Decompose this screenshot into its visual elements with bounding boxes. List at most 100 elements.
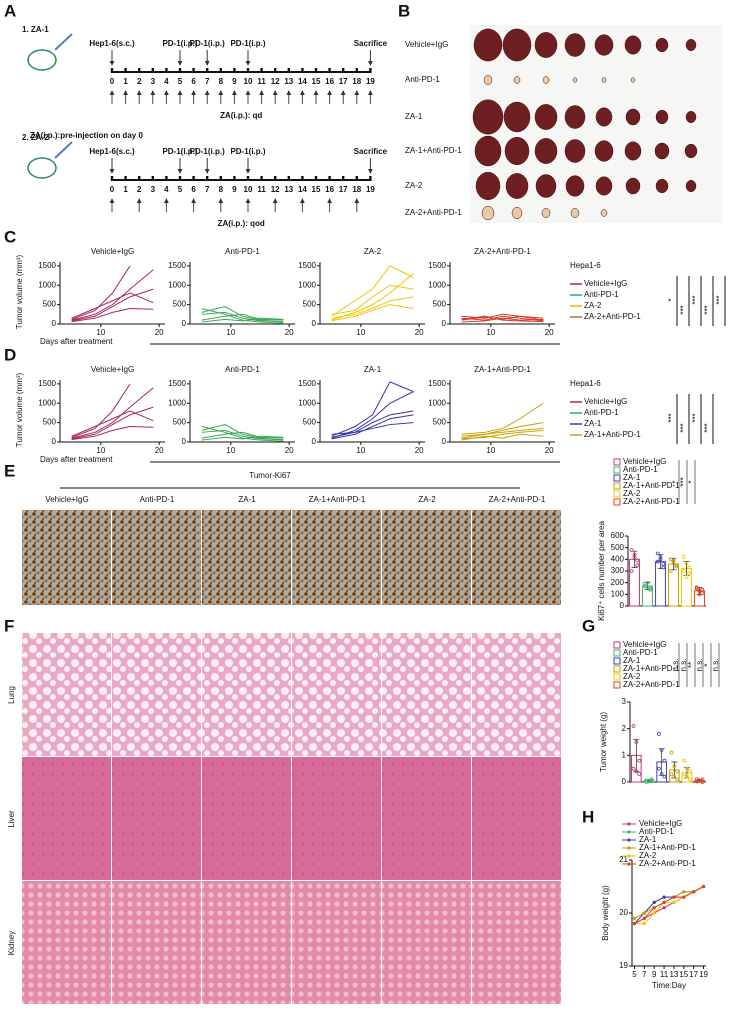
mouse-icons — [27, 33, 73, 179]
event-label: Hep1-6(s.c.) — [89, 147, 135, 156]
legend-marker — [627, 830, 631, 834]
day-label: 3 — [151, 185, 156, 194]
point — [682, 895, 686, 899]
data-point — [656, 732, 661, 736]
data-point — [675, 769, 680, 774]
y-tick-label: 0 — [442, 319, 447, 328]
ihc-image — [112, 510, 201, 605]
schedule-title: 2. ZA-2 — [22, 133, 49, 142]
data-point — [631, 766, 636, 771]
histology-image — [202, 881, 291, 1004]
x-tick-label: 20 — [545, 446, 554, 455]
data-point — [672, 764, 677, 768]
y-tick-label: 1000 — [38, 398, 56, 407]
day-label: 3 — [151, 77, 156, 86]
legend-swatch — [613, 474, 621, 482]
tumor — [595, 107, 613, 127]
legend-marker — [627, 822, 631, 826]
data-point — [700, 587, 705, 592]
day-label: 13 — [284, 185, 293, 194]
histology-image — [382, 633, 471, 756]
y-tick-label: 1000 — [298, 280, 316, 289]
data-point — [687, 565, 692, 570]
x-tick-label: 20 — [285, 328, 294, 337]
histology-image — [292, 881, 381, 1004]
significance: * — [667, 298, 676, 301]
day-tick — [328, 68, 331, 73]
series-line — [461, 433, 544, 441]
y-tick-label: 0 — [182, 319, 187, 328]
ihc-column-label: ZA-2 — [418, 495, 436, 504]
day-label: 16 — [325, 77, 334, 86]
data-point — [685, 774, 689, 779]
data-point — [697, 592, 702, 597]
histology-image — [382, 881, 471, 1004]
x-tick-label: 10 — [356, 328, 365, 337]
chart-title: Vehicle+IgG — [91, 365, 134, 374]
legend-label: ZA-1 — [639, 835, 657, 844]
x-tick-label: 11 — [660, 970, 669, 979]
y-tick-label: 500 — [173, 300, 187, 309]
day-label: 7 — [205, 77, 210, 86]
legend-title: Hepa1-6 — [570, 261, 601, 270]
photo-row-label: Vehicle+IgG — [405, 40, 448, 49]
series-line — [71, 265, 131, 320]
y-tick-label: 300 — [611, 566, 625, 575]
day-label: 10 — [244, 185, 253, 194]
schedule-title: 1. ZA-1 — [22, 25, 49, 34]
day-tick — [328, 176, 331, 181]
legend-label: ZA-2+Anti-PD-1 — [623, 497, 680, 506]
tumor — [511, 207, 523, 219]
day-tick — [219, 68, 222, 73]
y-tick-label: 500 — [43, 300, 57, 309]
series-line — [201, 429, 284, 441]
tumor — [474, 135, 502, 167]
y-tick-label: 500 — [173, 418, 187, 427]
tumor — [625, 108, 641, 126]
significance: *** — [679, 477, 688, 486]
ihc-image — [382, 510, 471, 605]
legend-label: Vehicle+IgG — [584, 279, 627, 288]
tumor — [570, 208, 580, 218]
legend-swatch — [613, 466, 621, 474]
legend-swatch — [613, 681, 621, 689]
day-tick — [301, 68, 304, 73]
x-tick-label: 20 — [415, 328, 424, 337]
point — [642, 922, 646, 926]
series-line — [461, 315, 544, 323]
point — [672, 895, 676, 899]
series-line — [201, 317, 284, 323]
data-point — [671, 558, 676, 563]
tumor — [513, 76, 521, 84]
x-tick-label: 20 — [415, 446, 424, 455]
tumor — [502, 28, 532, 62]
day-label: 11 — [257, 77, 266, 86]
series-line — [461, 315, 544, 321]
tumor — [625, 177, 641, 195]
y-tick-label: 500 — [43, 418, 57, 427]
tumor — [685, 180, 697, 192]
point — [662, 900, 666, 905]
legend-label: ZA-2+Anti-PD-1 — [584, 312, 641, 321]
day-label: 18 — [352, 185, 361, 194]
data-point — [648, 586, 653, 591]
ihc-image — [22, 510, 111, 605]
data-point — [635, 563, 640, 568]
significance: * — [671, 480, 680, 483]
legend-label: Vehicle+IgG — [623, 640, 666, 649]
legend-marker — [627, 862, 631, 866]
series-line — [461, 427, 544, 439]
day-label: 5 — [178, 185, 183, 194]
legend-label: ZA-2+Anti-PD-1 — [639, 859, 696, 868]
data-point — [635, 558, 640, 563]
legend-label: ZA-1+Anti-PD-1 — [639, 843, 696, 852]
histology-image — [112, 757, 201, 880]
tumor — [564, 139, 586, 163]
day-tick — [192, 68, 195, 73]
photo-row-label: Anti-PD-1 — [405, 75, 440, 84]
y-tick-label: 0 — [52, 319, 57, 328]
tumor — [600, 209, 608, 217]
data-point — [656, 766, 661, 771]
data-point — [671, 559, 676, 564]
